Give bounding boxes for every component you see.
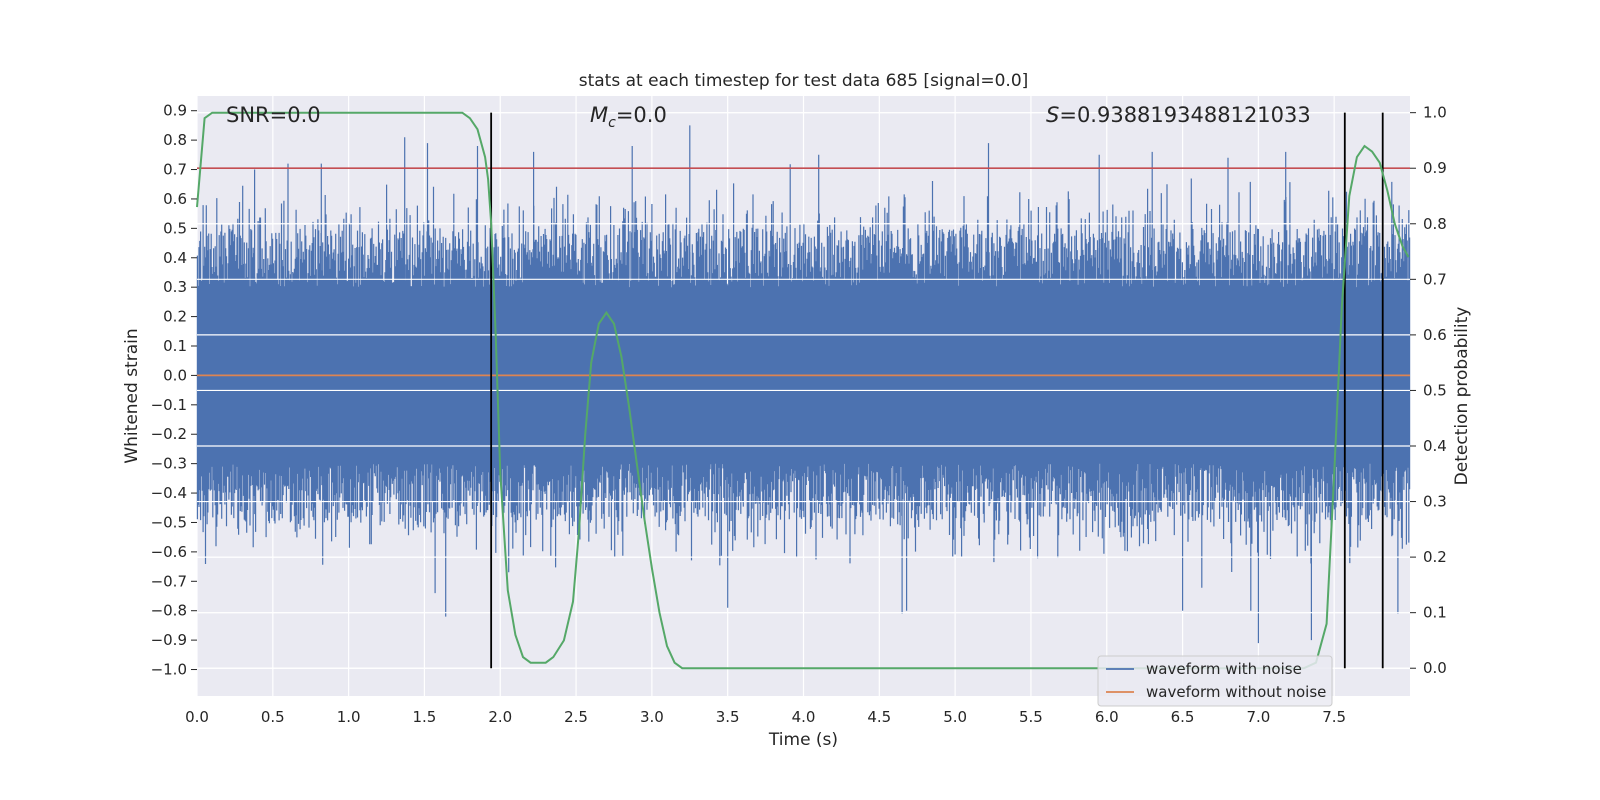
x-axis-label: Time (s) — [768, 730, 838, 750]
y-tick-label: 0.7 — [163, 161, 187, 179]
x-tick-label: 4.0 — [792, 708, 816, 726]
y-tick-label: −0.4 — [151, 484, 187, 502]
snr-annotation: SNR=0.0 — [226, 103, 321, 127]
legend-entry-label: waveform without noise — [1146, 683, 1326, 701]
y-tick-label: −0.3 — [151, 455, 187, 473]
y2-tick-label: 0.8 — [1423, 215, 1447, 233]
y2-tick-label: 0.0 — [1423, 659, 1447, 677]
y-tick-label: −0.7 — [151, 572, 187, 590]
y2-tick-label: 0.1 — [1423, 604, 1447, 622]
y-tick-label: −0.9 — [151, 631, 187, 649]
x-tick-label: 0.5 — [261, 708, 285, 726]
y-tick-label: 0.1 — [163, 337, 187, 355]
x-tick-label: 2.0 — [488, 708, 512, 726]
s-annotation: S=0.9388193488121033 — [1046, 103, 1311, 127]
y-tick-label: 0.6 — [163, 190, 187, 208]
y-tick-label: −0.1 — [151, 396, 187, 414]
legend: waveform with noise waveform without nois… — [1097, 655, 1333, 707]
x-tick-label: 4.5 — [867, 708, 891, 726]
y-tick-label: −0.5 — [151, 513, 187, 531]
x-tick-label: 1.5 — [413, 708, 437, 726]
x-tick-label: 5.0 — [943, 708, 967, 726]
x-tick-label: 6.5 — [1171, 708, 1195, 726]
y-tick-label: −1.0 — [151, 661, 187, 679]
x-tick-label: 3.0 — [640, 708, 664, 726]
y-tick-label: 0.4 — [163, 249, 187, 267]
x-tick-label: 3.5 — [716, 708, 740, 726]
x-tick-label: 5.5 — [1019, 708, 1043, 726]
chart-title: stats at each timestep for test data 685… — [579, 71, 1029, 91]
y-tick-label: 0.5 — [163, 219, 187, 237]
y-tick-label: 0.9 — [163, 102, 187, 120]
y2-tick-label: 1.0 — [1423, 104, 1447, 122]
x-tick-label: 1.0 — [337, 708, 361, 726]
x-tick-label: 7.5 — [1322, 708, 1346, 726]
y-axis-label: Whitened strain — [122, 328, 142, 463]
y-tick-label: −0.2 — [151, 425, 187, 443]
y-tick-label: −0.8 — [151, 602, 187, 620]
y2-axis-label: Detection probability — [1452, 307, 1472, 486]
x-tick-label: 6.0 — [1095, 708, 1119, 726]
y-tick-label: 0.0 — [163, 366, 187, 384]
y2-tick-label: 0.4 — [1423, 437, 1447, 455]
y-tick-label: 0.2 — [163, 308, 187, 326]
y-tick-label: 0.8 — [163, 131, 187, 149]
y2-tick-label: 0.6 — [1423, 326, 1447, 344]
legend-box — [1097, 655, 1333, 707]
y2-tick-label: 0.9 — [1423, 159, 1447, 177]
y2-tick-label: 0.2 — [1423, 548, 1447, 566]
x-tick-label: 0.0 — [185, 708, 209, 726]
legend-entry-label: waveform with noise — [1146, 660, 1302, 678]
detection-probability-line — [196, 111, 1410, 670]
mc-annotation: Mc=0.0 — [590, 103, 667, 131]
x-tick-label: 2.5 — [564, 708, 588, 726]
y-tick-label: 0.3 — [163, 278, 187, 296]
y2-tick-label: 0.7 — [1423, 270, 1447, 288]
y-tick-label: −0.6 — [151, 543, 187, 561]
x-tick-label: 7.0 — [1246, 708, 1270, 726]
y2-tick-label: 0.3 — [1423, 493, 1447, 511]
y2-tick-label: 0.5 — [1423, 381, 1447, 399]
